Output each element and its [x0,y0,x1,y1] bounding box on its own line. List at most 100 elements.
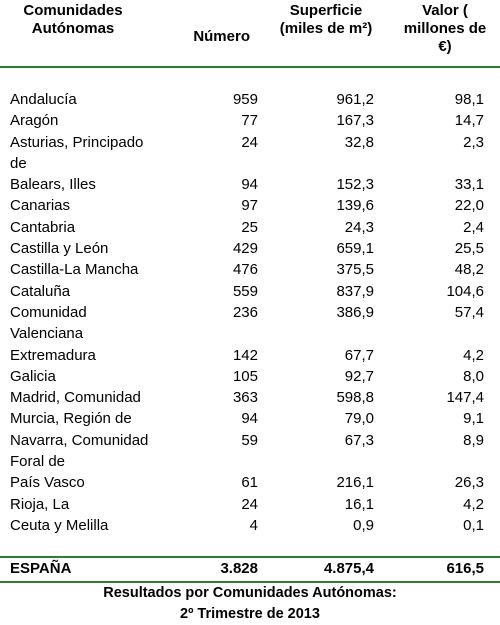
table-row: Cantabria 25 24,3 2,4 [0,217,484,238]
region-cell: Aragón [10,112,59,130]
value-cell: 152,3 [336,176,374,194]
table-row: Cataluña 559 837,9 104,6 [0,281,484,302]
value-cell: 97 [241,197,258,215]
value-cell: 22,0 [454,197,484,215]
table-row: Navarra, Comunidad Foral de 59 67,3 8,9 [0,430,484,473]
table-row: Comunidad Valenciana 236 386,9 57,4 [0,302,484,345]
region-cell: Andalucía [10,91,77,108]
value-cell: 14,7 [454,112,484,130]
value-cell: 24 [241,133,258,151]
value-cell: 2,4 [463,218,484,236]
value-cell: 77 [241,112,258,130]
value-cell: 0,9 [353,516,374,534]
table-row: Ceuta y Melilla 4 0,9 0,1 [0,515,484,536]
data-table: Andalucía 959 961,2 98,1 Aragón 77 167,3 14,7 As… [0,89,484,536]
value-cell: 9,1 [463,410,484,428]
value-cell: 139,6 [336,197,374,215]
total-row: ESPAÑA 3.828 4.875,4 616,5 [0,558,484,579]
value-cell: 92,7 [344,367,374,385]
region-cell: Galicia [10,367,56,385]
header-cell: Número [193,28,250,45]
table-row: Castilla y León 429 659,1 25,5 [0,238,484,259]
value-cell: 57,4 [454,303,484,321]
value-cell: 0,1 [463,516,484,534]
value-cell: 48,2 [454,261,484,279]
value-cell: 236 [232,303,258,321]
region-cell: Murcia, Región de [10,410,132,428]
table-row: País Vasco 61 216,1 26,3 [0,472,484,493]
value-cell: 26,3 [454,474,484,492]
region-cell: Balears, Illes [10,176,96,194]
caption: Resultados por Comunidades Autónomas: [103,585,397,601]
value-cell: 67,3 [344,431,374,449]
value-cell: 4 [249,516,258,534]
value-cell: 386,9 [336,303,374,321]
value-cell: 8,9 [463,431,484,449]
region-cell: Castilla y León [10,240,109,258]
value-cell: 4,2 [463,346,484,364]
region-cell: País Vasco [10,474,85,492]
table-row: Aragón 77 167,3 14,7 [0,110,484,131]
table-row: Murcia, Región de 94 79,0 9,1 [0,408,484,429]
value-cell: 598,8 [336,389,374,407]
value-cell: 147,4 [446,389,484,407]
value-cell: 559 [232,282,258,300]
value-cell: 33,1 [454,176,484,194]
value-cell: 476 [232,261,258,279]
value-cell: 837,9 [336,282,374,300]
region-cell: ESPAÑA [10,560,72,577]
value-cell: 375,5 [336,261,374,279]
value-cell: 32,8 [344,133,374,151]
rule [0,66,500,68]
table-row: Andalucía 959 961,2 98,1 [0,89,484,110]
table-row: Asturias, Principado de 24 32,8 2,3 [0,132,484,175]
value-cell: 79,0 [344,410,374,428]
region-cell: Castilla-La Mancha [10,261,139,279]
region-cell: Cantabria [10,218,76,236]
value-cell: 98,1 [454,91,484,108]
value-cell: 363 [232,389,258,407]
header-cell: Superficie (miles de m²) [279,2,373,37]
value-cell: 105 [232,367,258,385]
value-cell: 4,2 [463,495,484,513]
table-row: Castilla-La Mancha 476 375,5 48,2 [0,259,484,280]
value-cell: 25 [241,218,258,236]
region-cell: Cataluña [10,282,71,300]
value-cell: 216,1 [336,474,374,492]
table-row: Madrid, Comunidad 363 598,8 147,4 [0,387,484,408]
value-cell: 3.828 [220,560,258,577]
value-cell: 616,5 [446,560,484,577]
header-cell: Valor ( millones de €) [403,2,487,55]
value-cell: 94 [241,410,258,428]
region-cell: Asturias, Principado de [10,133,144,172]
region-cell: Ceuta y Melilla [10,516,109,534]
total-table: ESPAÑA 3.828 4.875,4 616,5 [0,558,484,579]
table-row: Extremadura 142 67,7 4,2 [0,345,484,366]
value-cell: 67,7 [344,346,374,364]
value-cell: 429 [232,240,258,258]
rule [0,556,500,558]
value-cell: 959 [232,91,258,108]
value-cell: 659,1 [336,240,374,258]
value-cell: 24 [241,495,258,513]
value-cell: 167,3 [336,112,374,130]
table-row: Galicia 105 92,7 8,0 [0,366,484,387]
region-cell: Madrid, Comunidad [10,389,141,407]
value-cell: 59 [241,431,258,449]
header-cell: Comunidades Autónomas [23,2,123,37]
region-cell: Rioja, La [10,495,70,513]
value-cell: 2,3 [463,133,484,151]
value-cell: 61 [241,474,258,492]
region-cell: Extremadura [10,346,96,364]
rule [0,581,500,583]
value-cell: 25,5 [454,240,484,258]
region-cell: Canarias [10,197,71,215]
value-cell: 4.875,4 [323,560,374,577]
value-cell: 104,6 [446,282,484,300]
region-cell: Comunidad Valenciana [10,303,87,343]
caption: 2º Trimestre de 2013 [180,606,320,622]
value-cell: 8,0 [463,367,484,385]
table-row: Canarias 97 139,6 22,0 [0,195,484,216]
table-row: Rioja, La 24 16,1 4,2 [0,494,484,515]
